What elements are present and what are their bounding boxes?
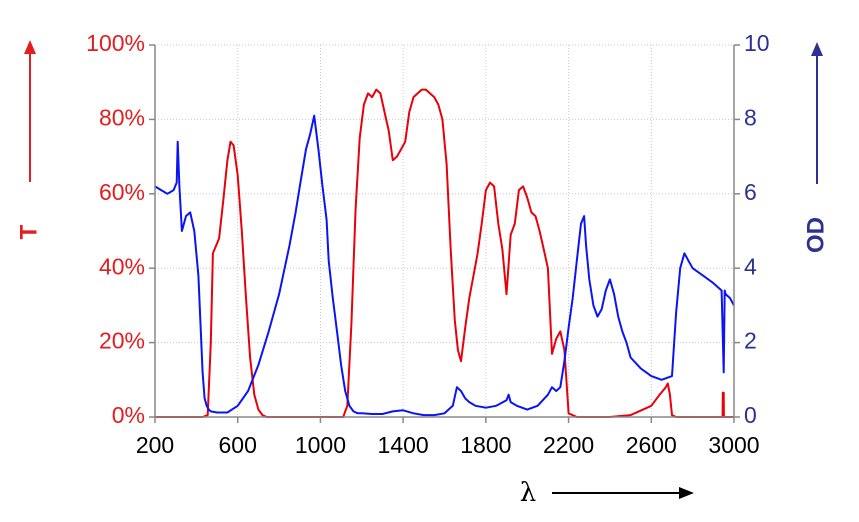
right-axis-arrowhead bbox=[811, 42, 823, 56]
x-tick-label: 1400 bbox=[378, 432, 429, 458]
right-tick-label: 10 bbox=[744, 30, 770, 56]
left-tick-label: 40% bbox=[99, 253, 145, 279]
x-axis-label: λ bbox=[520, 478, 536, 508]
left-axis-title-group: T bbox=[15, 40, 42, 239]
left-tick-label: 80% bbox=[99, 104, 145, 130]
right-axis-title-group: OD bbox=[802, 42, 829, 253]
left-axis-arrowhead bbox=[24, 40, 36, 54]
x-tick-label: 2200 bbox=[543, 432, 594, 458]
right-tick-label: 2 bbox=[744, 328, 757, 354]
x-tick-label: 600 bbox=[219, 432, 257, 458]
right-tick-label: 0 bbox=[744, 402, 757, 428]
left-tick-label: 20% bbox=[99, 328, 145, 354]
tick-labels: 0% 0 20% 2 40% 4 60% 6 80% 8 100% 10 200 600 1000 1400 1… bbox=[86, 30, 769, 458]
right-tick-label: 8 bbox=[744, 104, 757, 130]
axes bbox=[149, 44, 740, 423]
x-tick-label: 1800 bbox=[460, 432, 511, 458]
left-tick-label: 60% bbox=[99, 179, 145, 205]
series-line-t bbox=[155, 88, 734, 418]
x-tick-label: 3000 bbox=[708, 432, 759, 458]
left-axis-label: T bbox=[15, 224, 42, 239]
series-line-od bbox=[154, 114, 735, 417]
x-axis-arrowhead bbox=[679, 487, 694, 499]
x-tick-label: 2600 bbox=[626, 432, 677, 458]
left-tick-label: 0% bbox=[112, 402, 145, 428]
right-tick-label: 6 bbox=[744, 179, 757, 205]
series-group bbox=[154, 88, 735, 418]
x-tick-label: 200 bbox=[136, 432, 174, 458]
right-tick-label: 4 bbox=[744, 253, 757, 279]
x-tick-label: 1000 bbox=[295, 432, 346, 458]
right-axis-label: OD bbox=[802, 217, 829, 253]
x-axis-title-group: λ bbox=[520, 478, 694, 508]
left-tick-label: 100% bbox=[86, 30, 145, 56]
